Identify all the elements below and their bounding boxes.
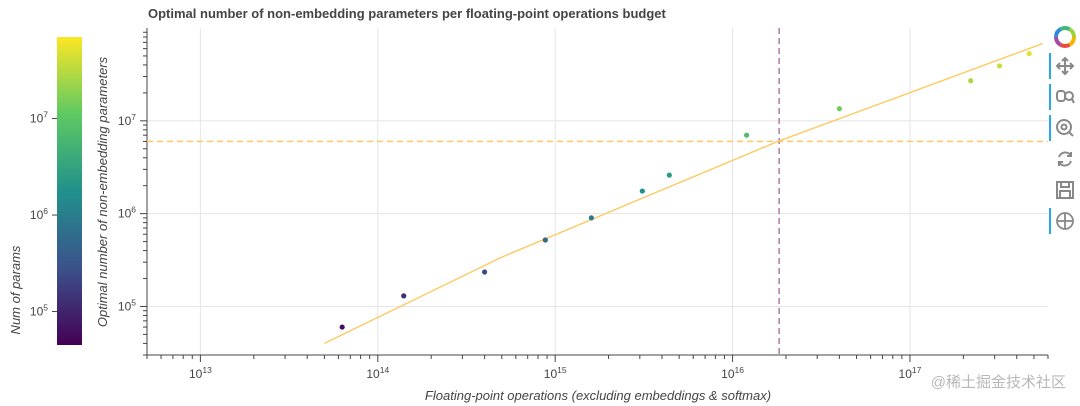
reference-lines	[147, 28, 1048, 355]
colorbar-tick-label: 107	[30, 110, 48, 126]
scatter-point-3	[542, 237, 548, 243]
x-tick-label: 1015	[544, 365, 567, 381]
scatter-point-9	[968, 78, 974, 84]
scatter-point-4	[588, 215, 594, 221]
colorbar-tick-label: 106	[30, 206, 48, 222]
colorbar-label: Num of params	[8, 245, 23, 334]
x-axis-label: Floating-point operations (excluding emb…	[425, 388, 771, 403]
scatter-point-7	[744, 132, 750, 138]
fit-line	[324, 42, 1043, 345]
x-tick-label: 1016	[721, 365, 744, 381]
colorbar-gradient	[57, 37, 82, 345]
colorbar-ticks: 105 106 107	[30, 110, 57, 319]
plot-area[interactable]: Optimal number of non-embedding paramete…	[95, 6, 1049, 403]
scatter-point-11	[1026, 50, 1032, 57]
x-tick-label: 1017	[899, 365, 922, 381]
grid-lines	[147, 28, 1048, 355]
scatter-point-6	[666, 172, 672, 178]
y-axis-ticks: 105 106 107	[118, 31, 147, 356]
chart-title: Optimal number of non-embedding paramete…	[148, 6, 667, 21]
crosshair-icon[interactable]	[1049, 208, 1080, 234]
pan-icon[interactable]	[1049, 53, 1080, 79]
colorbar-tick-label: 105	[30, 303, 48, 319]
bokeh-logo-icon[interactable]	[1049, 24, 1080, 50]
scatter-point-2	[481, 269, 488, 275]
y-axis-label: Optimal number of non-embedding paramete…	[95, 56, 110, 327]
scatter-point-5	[639, 188, 645, 194]
x-tick-label: 1013	[189, 365, 212, 381]
scatter-point-0	[339, 324, 345, 330]
scatter-point-1	[401, 293, 407, 299]
reset-icon[interactable]	[1049, 146, 1080, 172]
save-icon[interactable]	[1049, 177, 1080, 203]
watermark: @稀土掘金技术社区	[930, 374, 1066, 391]
scatter-point-8	[836, 106, 842, 112]
y-tick-label: 106	[118, 205, 136, 221]
colorbar: 105 106 107 Num of params	[8, 37, 82, 345]
scatter-point-10	[996, 63, 1003, 69]
bokeh-toolbar	[1049, 22, 1080, 252]
y-tick-label: 105	[118, 297, 136, 313]
x-axis-ticks: 1013 1014 1015 1016 1017	[146, 355, 1049, 381]
y-tick-label: 107	[118, 112, 136, 128]
x-tick-label: 1014	[366, 365, 389, 381]
scatter-points	[339, 50, 1032, 330]
wheel-zoom-icon[interactable]	[1049, 115, 1080, 141]
box-zoom-icon[interactable]	[1049, 84, 1080, 110]
